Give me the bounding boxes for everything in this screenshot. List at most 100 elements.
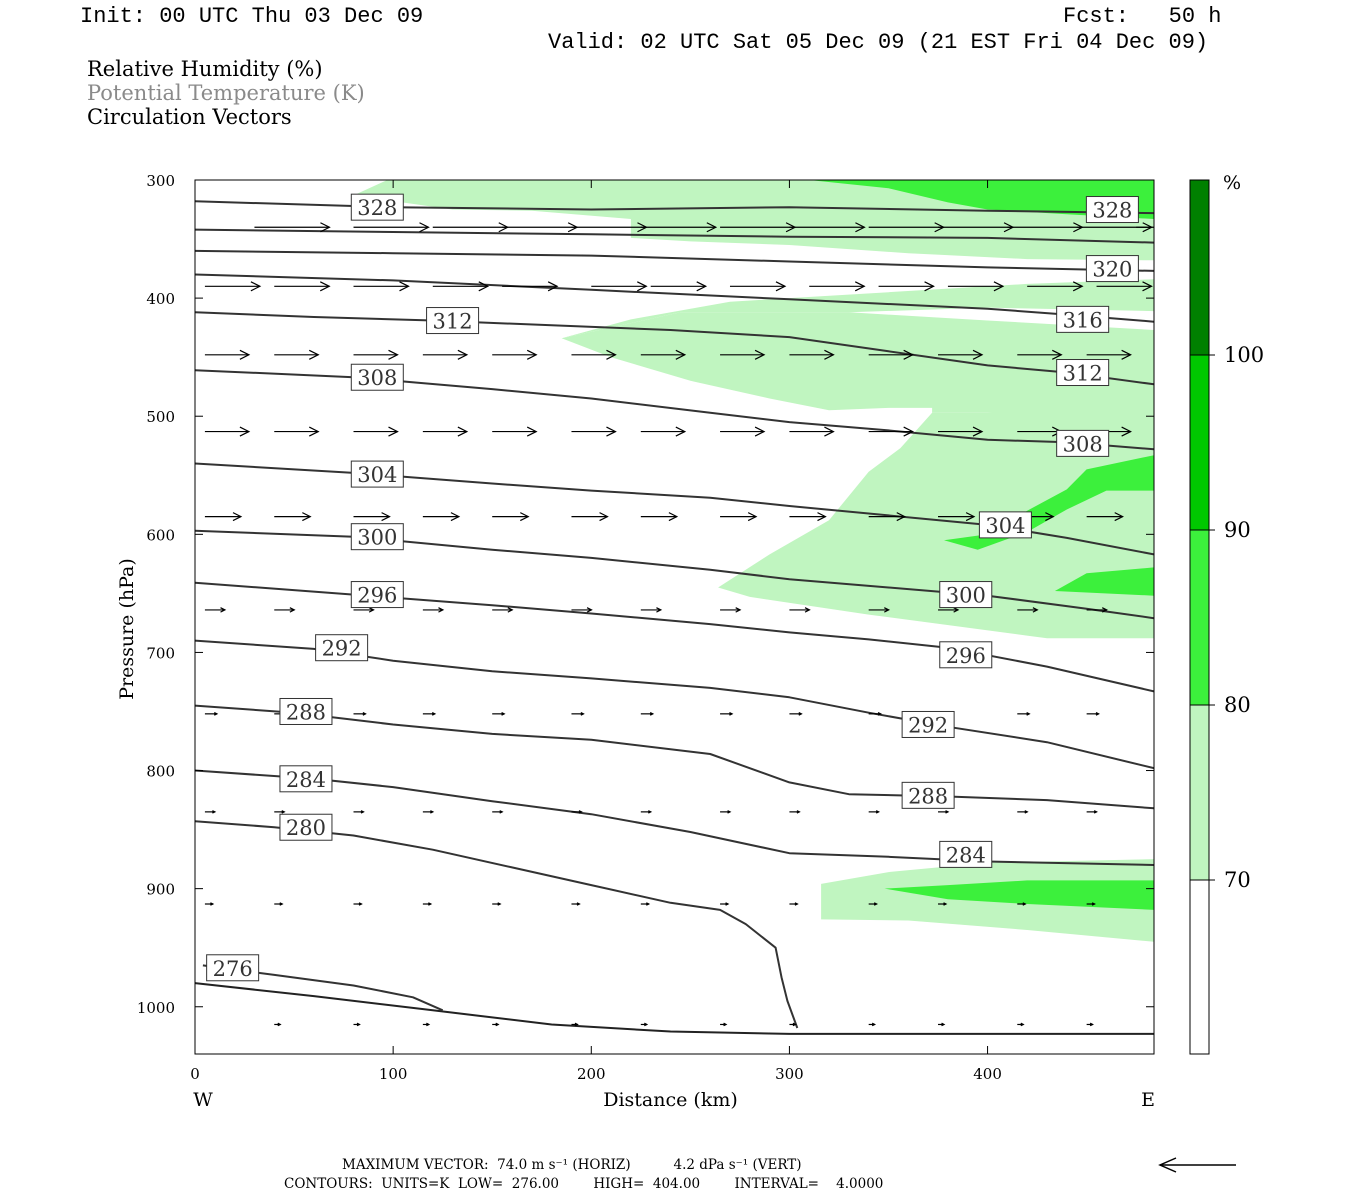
- contour-label-text: 288: [286, 700, 326, 724]
- vector-head: [824, 349, 835, 360]
- circulation-vector: [1017, 902, 1027, 906]
- vector-head: [723, 1022, 728, 1027]
- contour-label-300: 300: [350, 523, 404, 551]
- vector-head: [646, 902, 651, 906]
- vector-head: [574, 1022, 579, 1027]
- contour-label-288: 288: [901, 781, 955, 809]
- vector-head: [972, 426, 984, 437]
- circulation-vector: [640, 607, 663, 613]
- vector-head: [499, 810, 504, 814]
- circulation-vector: [938, 1022, 946, 1027]
- contour-label-text: 304: [985, 514, 1025, 538]
- contour-label-box: [350, 581, 404, 609]
- vector-head: [1052, 349, 1063, 360]
- ground-line: [195, 982, 1154, 1035]
- circulation-vector: [353, 426, 399, 437]
- vector-head: [735, 607, 742, 613]
- circulation-vector: [492, 711, 506, 716]
- vector-head: [943, 902, 948, 906]
- vector-head: [1032, 607, 1039, 613]
- circulation-vector: [1086, 1022, 1094, 1027]
- contour-label-276: 276: [206, 954, 260, 982]
- circulation-vector: [650, 281, 708, 292]
- circulation-vector: [204, 426, 251, 437]
- rh-region-70: [561, 312, 1154, 423]
- rh-region-70: [561, 279, 1154, 339]
- contour-label-text: 308: [1063, 432, 1103, 456]
- contour-label-text: 312: [1063, 362, 1103, 386]
- circulation-vector: [353, 1022, 361, 1027]
- theta-contour-324: [195, 228, 1154, 244]
- vector-head: [319, 281, 331, 292]
- vector-head: [520, 512, 530, 522]
- vector-head: [277, 1022, 282, 1027]
- contour-label-box: [315, 634, 369, 662]
- contour-label-308: 308: [1056, 429, 1110, 457]
- circulation-vector: [422, 1022, 431, 1027]
- circulation-vector: [878, 281, 935, 292]
- circulation-vector: [868, 512, 907, 522]
- circulation-vector: [432, 222, 510, 233]
- contour-label-280: 280: [279, 813, 333, 841]
- circulation-vector: [492, 1022, 500, 1027]
- contour-label-box: [350, 193, 404, 221]
- vector-head: [706, 222, 718, 233]
- theta-contour-280: [195, 820, 799, 1029]
- contour-labels: 276 280 284 284 288 288 292 292 296 296 300 300 304 3…: [206, 193, 1139, 982]
- circulation-vector: [591, 281, 648, 292]
- ground-surface-line: [195, 982, 1154, 1035]
- vector-head: [381, 512, 391, 522]
- vector-head: [431, 711, 437, 716]
- contour-info: CONTOURS: UNITS=K LOW= 276.00 HIGH= 404.…: [284, 1176, 884, 1192]
- contour-label-312: 312: [1056, 359, 1110, 387]
- contour-label-316: 316: [1056, 305, 1110, 333]
- colorbar-segment: [1190, 355, 1209, 530]
- legend-potential-temperature: Potential Temperature (K): [87, 81, 365, 105]
- circulation-vector: [571, 607, 593, 613]
- vector-head: [250, 281, 262, 292]
- circulation-vector: [353, 349, 399, 360]
- contour-label-292: 292: [315, 634, 369, 662]
- contour-label-box: [426, 307, 480, 335]
- vector-head: [945, 810, 950, 814]
- contour-label-text: 296: [357, 584, 397, 608]
- circulation-vector: [432, 281, 490, 292]
- maximum-vector-arrow: [1158, 1157, 1236, 1173]
- vector-head: [972, 349, 984, 360]
- circulation-vector: [353, 810, 365, 814]
- circulation-vector: [204, 349, 251, 360]
- theta-contour-284: [195, 769, 1154, 866]
- circulation-vector: [492, 512, 530, 522]
- vector-head: [792, 1022, 797, 1027]
- circulation-vector: [789, 810, 801, 814]
- contour-label-text: 288: [908, 784, 948, 808]
- vector-head: [606, 349, 617, 360]
- contour-label-320: 320: [1085, 255, 1139, 283]
- vector-head: [606, 426, 617, 437]
- circulation-vector: [502, 281, 559, 292]
- vector-head: [360, 810, 365, 814]
- vector-head: [232, 512, 243, 522]
- contour-label-text: 308: [357, 366, 397, 390]
- circulation-vector: [571, 349, 617, 360]
- vector-head: [1095, 711, 1100, 716]
- vector-head: [754, 426, 766, 437]
- vector-head: [875, 810, 881, 814]
- vector-head: [1121, 349, 1132, 360]
- circulation-vector: [938, 902, 948, 906]
- circulation-vector: [868, 1022, 877, 1027]
- colorbar-segment: [1190, 705, 1209, 880]
- vector-head: [576, 902, 581, 906]
- vector-head: [1045, 512, 1055, 522]
- vector-head: [675, 349, 687, 360]
- vector-head: [747, 512, 758, 522]
- y-tick-label: 800: [146, 763, 175, 781]
- vector-head: [450, 512, 461, 522]
- vector-head: [924, 281, 935, 292]
- contour-label-box: [206, 954, 260, 982]
- circulation-vector: [868, 426, 915, 437]
- vector-head: [1072, 281, 1084, 292]
- x-tick-label: 400: [973, 1065, 1002, 1083]
- vector-head: [1101, 607, 1108, 613]
- circulation-vector: [254, 222, 331, 233]
